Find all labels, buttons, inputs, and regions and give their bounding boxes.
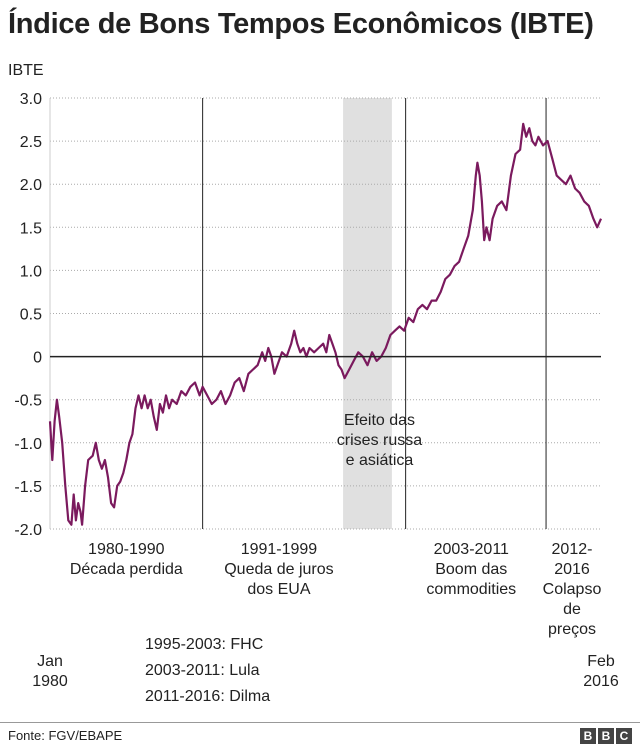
- period-label-line: 2016: [554, 561, 590, 578]
- y-tick-label: 2.5: [20, 134, 42, 151]
- period-label-line: Década perdida: [70, 561, 183, 578]
- period-label-line: 1991-1999: [241, 541, 318, 558]
- bbc-logo-letter: C: [616, 728, 632, 744]
- x-end-label: Feb 2016: [583, 653, 619, 690]
- chart-title: Índice de Bons Tempos Econômicos (IBTE): [8, 8, 594, 40]
- y-tick-label: -2.0: [14, 522, 42, 539]
- y-tick-label: 3.0: [20, 91, 42, 108]
- bbc-logo-letter: B: [598, 728, 614, 744]
- y-tick-label: 2.0: [20, 177, 42, 194]
- y-tick-label: 1.5: [20, 220, 42, 237]
- period-label-line: 1980-1990: [88, 541, 165, 558]
- period-label-line: 2012-: [552, 541, 593, 558]
- bbc-logo-letter: B: [580, 728, 596, 744]
- y-tick-label: -1.5: [14, 479, 42, 496]
- legend-fhc: 1995-2003: FHC: [145, 636, 264, 653]
- period-label: 1980-1990 Década perdida: [70, 541, 183, 578]
- period-label-line: Boom das: [435, 561, 507, 578]
- band-annotation-line: e asiática: [346, 452, 414, 469]
- footer-divider: [0, 722, 640, 723]
- period-label-line: de: [563, 601, 581, 618]
- y-axis-label: IBTE: [8, 62, 44, 79]
- period-label-line: preços: [548, 621, 596, 638]
- y-tick-label: -1.0: [14, 436, 42, 453]
- band-annotation: Efeito das crises russa e asiática: [337, 412, 422, 469]
- bbc-logo: B B C: [580, 728, 632, 744]
- x-end-label-line: Feb: [587, 653, 615, 670]
- y-tick-label: 1.0: [20, 263, 42, 280]
- x-start-label: Jan 1980: [32, 653, 68, 690]
- period-label: 1991-1999 Queda de juros dos EUA: [224, 541, 333, 598]
- period-label: 2003-2011 Boom das commodities: [426, 541, 516, 598]
- x-start-label-line: 1980: [32, 673, 68, 690]
- period-label-line: 2003-2011: [434, 541, 509, 558]
- legend-lula: 2003-2011: Lula: [145, 662, 260, 679]
- y-tick-label: 0: [33, 350, 42, 367]
- period-label: 2012- 2016 Colapso de preços: [543, 541, 602, 638]
- y-tick-label: 0.5: [20, 307, 42, 324]
- ibte-series-line: [48, 122, 603, 526]
- period-label-line: commodities: [426, 581, 516, 598]
- source-note: Fonte: FGV/EBAPE: [8, 728, 123, 743]
- period-label-line: Queda de juros: [224, 561, 333, 578]
- period-label-line: Colapso: [543, 581, 602, 598]
- y-tick-label: -0.5: [14, 393, 42, 410]
- band-annotation-line: crises russa: [337, 432, 422, 449]
- x-start-label-line: Jan: [37, 653, 63, 670]
- legend-dilma: 2011-2016: Dilma: [145, 688, 271, 705]
- chart-area: IBTE 3.0 2.5 2.0 1.5 1.0 0.5 0 -0.5 -1.0 -1.5 -2.0 E…: [8, 62, 619, 690]
- band-annotation-line: Efeito das: [344, 412, 415, 429]
- period-label-line: dos EUA: [247, 581, 310, 598]
- x-end-label-line: 2016: [583, 673, 619, 690]
